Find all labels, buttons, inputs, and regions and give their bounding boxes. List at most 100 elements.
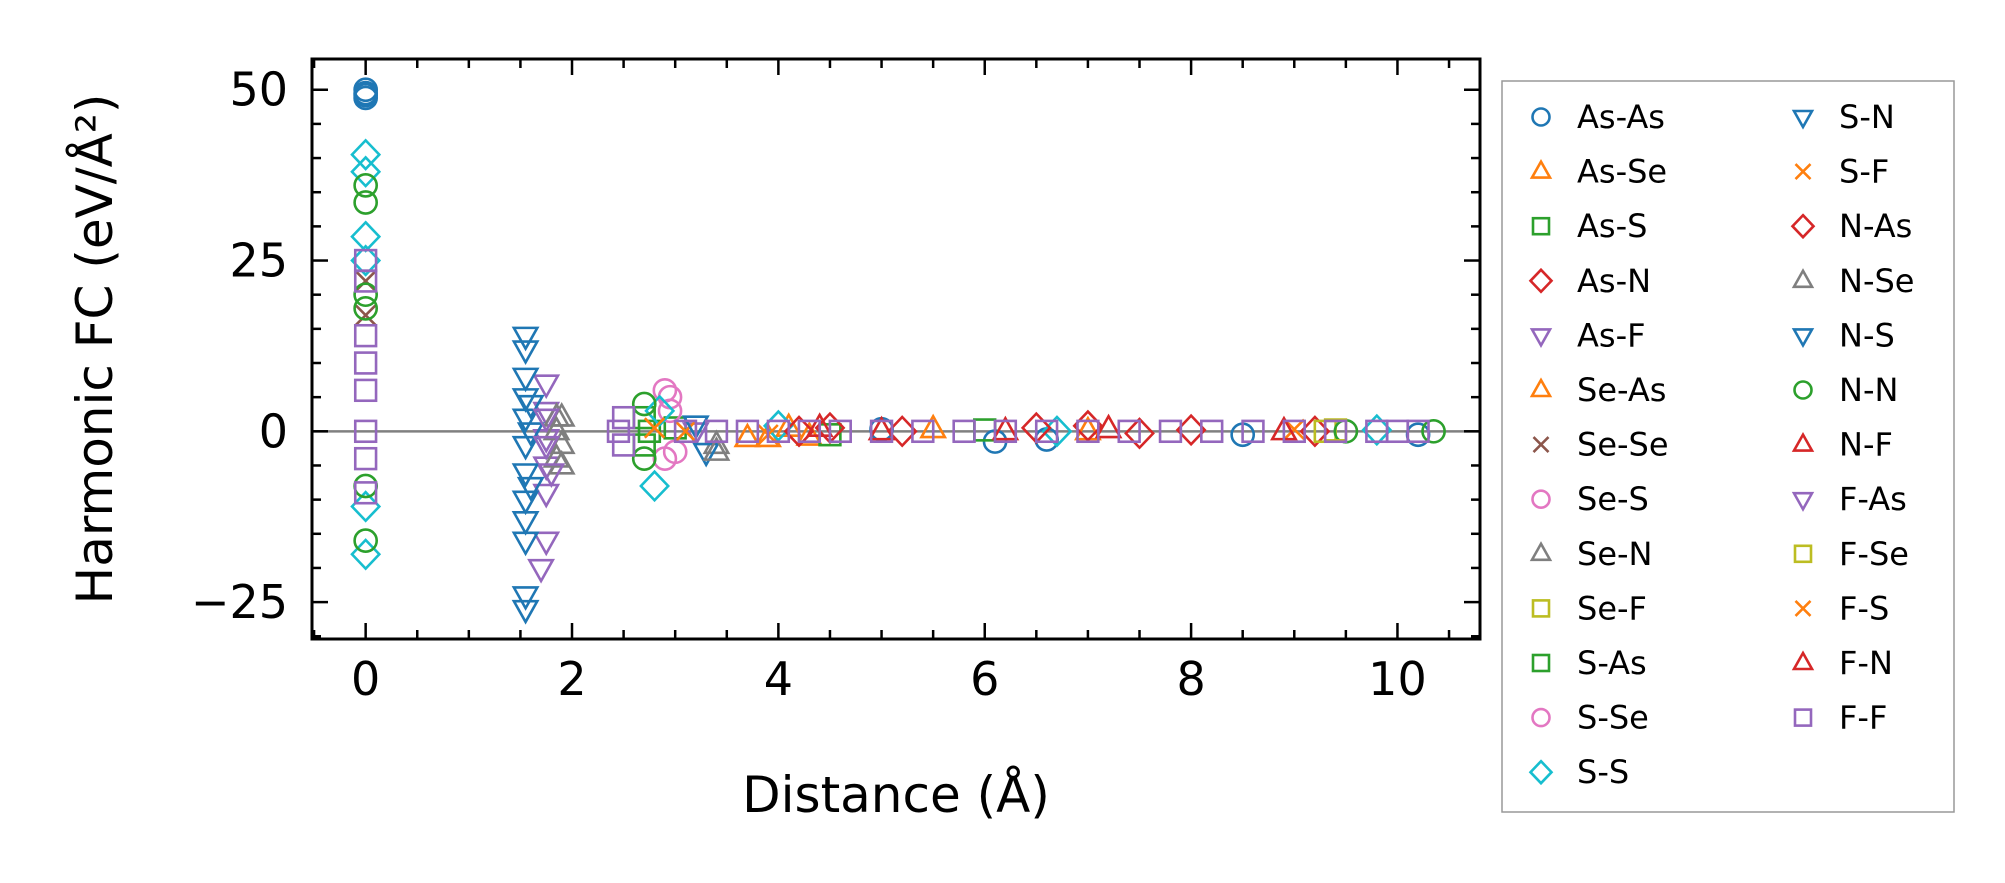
data-point [511, 367, 540, 393]
legend-label: As-Se [1577, 153, 1667, 191]
data-point [516, 422, 545, 447]
data-point [353, 378, 378, 403]
legend-marker-icon [1531, 216, 1551, 236]
legend-label: Se-S [1577, 480, 1649, 518]
data-point [643, 417, 666, 439]
legend-marker-icon [1529, 541, 1553, 562]
legend-label: N-N [1839, 371, 1898, 409]
data-point [1323, 419, 1348, 444]
data-point [828, 419, 852, 444]
legend-label: Se-As [1577, 371, 1666, 409]
legend-label: F-As [1839, 480, 1907, 518]
legend-entry: Se-S [1531, 480, 1649, 518]
legend-entry: F-As [1791, 480, 1907, 518]
data-point [1124, 417, 1155, 450]
y-tick-label: 50 [229, 63, 288, 117]
legend-label: N-As [1839, 207, 1912, 245]
data-point [353, 269, 378, 293]
legend-marker-icon [1529, 377, 1553, 398]
data-point [952, 419, 976, 444]
data-point [733, 422, 762, 448]
legend-entry: S-Se [1531, 699, 1649, 737]
legend-entry: Se-Se [1532, 426, 1669, 464]
data-point [704, 419, 729, 444]
plot-area-frame [310, 57, 1482, 641]
legend-label: S-F [1839, 153, 1889, 191]
data-point [532, 483, 561, 509]
legend-entry: F-F [1793, 699, 1887, 737]
data-point [674, 420, 697, 442]
data-point [1421, 418, 1446, 444]
legend-marker-icon [1790, 213, 1816, 240]
data-point [353, 481, 378, 505]
legend-entry: As-F [1529, 316, 1646, 354]
legend-marker-icon [1794, 599, 1812, 617]
x-tick-label: 10 [1368, 652, 1427, 706]
legend-marker-icon [1531, 707, 1551, 728]
legend-entry: As-Se [1529, 153, 1667, 191]
legend-marker-icon [1529, 158, 1553, 179]
legend-entry: N-S [1791, 316, 1895, 354]
x-tick-label: 6 [970, 652, 999, 706]
data-point [1282, 419, 1306, 444]
legend-label: As-F [1577, 316, 1646, 354]
data-point [991, 415, 1020, 441]
legend-label: F-N [1839, 644, 1893, 682]
x-axis-label: Distance (Å) [742, 766, 1050, 824]
data-point [867, 415, 896, 441]
legend-entry: N-N [1793, 371, 1898, 409]
series-N-S [516, 394, 710, 502]
legend-marker-icon [1528, 267, 1554, 294]
data-point [702, 436, 731, 461]
series-S-F [674, 418, 1305, 442]
data-point [353, 173, 379, 198]
data-point [353, 419, 378, 444]
legend-entry: Se-As [1529, 371, 1666, 409]
data-point [631, 391, 657, 417]
data-point [1158, 419, 1183, 444]
legend-label: F-F [1839, 699, 1887, 737]
legend-marker-icon [1791, 491, 1815, 512]
legend-entry: As-N [1528, 262, 1651, 300]
legend-marker-icon [1531, 107, 1551, 127]
data-point [350, 155, 382, 188]
series-N-N [353, 173, 1446, 553]
legend-entry: S-As [1531, 644, 1647, 682]
legend-label: As-As [1577, 98, 1665, 136]
legend-marker-icon [1531, 599, 1551, 618]
data-point [611, 405, 636, 430]
data-point [353, 82, 379, 108]
legend-label: Se-N [1577, 535, 1652, 573]
legend-marker-icon [1529, 328, 1553, 349]
legend-entry: S-F [1794, 153, 1889, 191]
data-point [797, 419, 822, 444]
legend-label: S-Se [1577, 699, 1649, 737]
data-point [611, 433, 636, 457]
data-point [353, 323, 378, 348]
legend-label: F-S [1839, 589, 1889, 627]
legend-label: N-Se [1839, 262, 1914, 300]
legend-label: As-N [1577, 262, 1651, 300]
data-point [354, 270, 377, 292]
data-point [511, 599, 540, 625]
x-tick-label: 2 [557, 652, 586, 706]
legend: As-As As-Se As-S As-N As-F Se-As Se-Se Se-S Se-N… [1501, 80, 1955, 813]
legend-label: S-As [1577, 644, 1647, 682]
data-point [353, 446, 378, 471]
legend-label: Se-F [1577, 589, 1647, 627]
data-point [1117, 419, 1141, 444]
data-point [639, 469, 671, 503]
legend-marker-icon [1794, 163, 1812, 181]
legend-entry: S-N [1791, 98, 1895, 136]
series-Se-Se [354, 270, 377, 326]
data-point [657, 398, 683, 424]
data-point [516, 476, 545, 502]
x-tick-label: 4 [764, 652, 793, 706]
series-F-F [353, 248, 1430, 505]
data-point [354, 304, 377, 326]
y-tick-label: −25 [191, 575, 288, 629]
data-point [353, 282, 379, 308]
y-tick-label: 25 [229, 234, 288, 288]
legend-marker-icon [1791, 268, 1815, 289]
